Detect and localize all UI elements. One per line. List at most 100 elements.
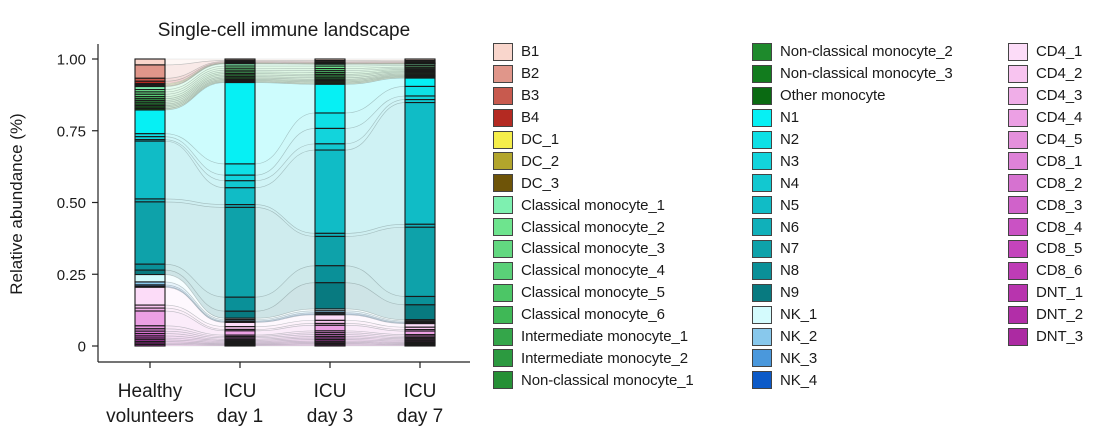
bar-segment-n4-icu-day-3	[314, 143, 346, 151]
legend-swatch	[1008, 218, 1028, 237]
legend-item-n7: N7	[752, 238, 953, 260]
legend-item-classical-monocyte-3: Classical monocyte_3	[493, 238, 694, 260]
x-tick-label-icu-day-1: ICU day 1	[217, 381, 263, 427]
legend-label: N3	[780, 152, 799, 170]
legend-label: CD4_3	[1036, 87, 1083, 105]
bar-segment-n3-icu-day-3	[314, 127, 346, 145]
legend-item-n5: N5	[752, 194, 953, 216]
legend-label: Classical monocyte_6	[521, 306, 665, 324]
legend-swatch	[493, 130, 513, 149]
bar-segment-cd4-4-icu-day-1	[224, 330, 256, 336]
legend-swatch	[493, 86, 513, 105]
legend-swatch	[493, 152, 513, 171]
legend-item-cd4-2: CD4_2	[1008, 63, 1083, 85]
legend-label: CD8_3	[1036, 196, 1083, 214]
legend-label: Classical monocyte_1	[521, 196, 665, 214]
flow-dnt-3-2	[344, 344, 406, 347]
bar-segment-n1-healthy-volunteers	[134, 109, 166, 135]
bar-segment-n8-icu-day-7	[404, 295, 436, 306]
legend-swatch	[1008, 152, 1028, 171]
legend-item-other-monocyte: Other monocyte	[752, 85, 953, 107]
legend-label: N2	[780, 131, 799, 148]
legend-item-n3: N3	[752, 150, 953, 172]
legend-item-dc-1: DC_1	[493, 129, 694, 151]
legend-item-cd8-2: CD8_2	[1008, 172, 1083, 194]
legend-item-intermediate-monocyte-1: Intermediate monocyte_1	[493, 326, 694, 348]
legend-label: DC_2	[521, 152, 559, 170]
legend-swatch	[752, 174, 772, 193]
legend-swatch	[493, 283, 513, 302]
y-axis-label: Relative abundance (%)	[7, 113, 26, 294]
bar-segment-cd4-1-icu-day-3	[314, 314, 346, 321]
legend-label: Classical monocyte_2	[521, 218, 665, 236]
legend-label: N8	[780, 262, 799, 280]
legend-item-classical-monocyte-5: Classical monocyte_5	[493, 282, 694, 304]
legend-item-intermediate-monocyte-2: Intermediate monocyte_2	[493, 347, 694, 369]
legend-label: DNT_3	[1036, 328, 1084, 346]
legend-item-n2: N2	[752, 129, 953, 151]
legend-label: Intermediate monocyte_2	[521, 349, 688, 367]
legend-label: CD4_2	[1036, 65, 1083, 83]
legend-item-non-classical-monocyte-1: Non-classical monocyte_1	[493, 369, 694, 391]
chart-title: Single-cell immune landscape	[158, 20, 410, 41]
legend-item-nk-1: NK_1	[752, 304, 953, 326]
axes: 0 0.25 0.50 0.75 1.00 Healthy volunteers ICU day…	[57, 44, 470, 427]
legend-item-non-classical-monocyte-2: Non-classical monocyte_2	[752, 41, 953, 63]
legend-label: N9	[780, 284, 799, 302]
legend-item-b4: B4	[493, 107, 694, 129]
bar-segment-n5-healthy-volunteers	[134, 140, 166, 200]
legend-swatch	[1008, 327, 1028, 346]
legend-swatch	[752, 283, 772, 302]
bar-segment-dnt-3-icu-day-1	[224, 344, 256, 347]
legend-item-classical-monocyte-6: Classical monocyte_6	[493, 304, 694, 326]
bar-segment-n7-icu-day-7	[404, 226, 436, 298]
legend-label: DNT_1	[1036, 284, 1084, 302]
legend-label: N7	[780, 240, 799, 258]
legend-swatch	[752, 349, 772, 368]
alluvial-stacked-bar-chart: Single-cell immune landscape Relative ab…	[7, 20, 470, 427]
legend-label: NK_3	[780, 349, 818, 367]
legend-swatch	[1008, 108, 1028, 127]
legend-item-b3: B3	[493, 85, 694, 107]
legend-label: Classical monocyte_4	[521, 262, 665, 280]
bar-segment-n5-icu-day-1	[224, 187, 256, 206]
flow-dnt-3-1	[254, 344, 316, 347]
bar-segment-n2-icu-day-3	[314, 112, 346, 129]
y-tick-label: 0	[78, 339, 86, 356]
legend-item-cd8-5: CD8_5	[1008, 238, 1083, 260]
legend-label: CD8_2	[1036, 174, 1083, 192]
legend-item-nk-4: NK_4	[752, 369, 953, 391]
legend-swatch	[752, 64, 772, 83]
bar-segment-n3-icu-day-1	[224, 174, 256, 182]
bar-segment-n8-icu-day-3	[314, 265, 346, 284]
legend-swatch	[493, 239, 513, 258]
legend-label: Classical monocyte_3	[521, 240, 665, 258]
bar-segment-n7-icu-day-1	[224, 206, 256, 298]
legend-item-dnt-2: DNT_2	[1008, 304, 1083, 326]
legend-swatch	[752, 239, 772, 258]
legend-swatch	[493, 327, 513, 346]
bar-segment-cd4-4-healthy-volunteers	[134, 310, 166, 327]
legend-swatch	[1008, 305, 1028, 324]
legend-label: N1	[780, 109, 799, 127]
bar-segment-cd4-4-icu-day-3	[314, 324, 346, 332]
legend-label: Non-classical monocyte_1	[521, 371, 694, 389]
legend-swatch	[752, 305, 772, 324]
y-tick-label: 0.25	[57, 267, 86, 284]
legend-label: Other monocyte	[780, 87, 886, 105]
legend-item-n1: N1	[752, 107, 953, 129]
legend-label: CD8_1	[1036, 152, 1083, 170]
legend-swatch	[493, 305, 513, 324]
legend-swatch	[493, 42, 513, 61]
legend-item-cd8-3: CD8_3	[1008, 194, 1083, 216]
bar-segment-n9-icu-day-7	[404, 304, 436, 321]
legend-swatch	[752, 108, 772, 127]
legend-item-dnt-3: DNT_3	[1008, 326, 1083, 348]
legend-swatch	[493, 64, 513, 83]
legend-item-cd4-4: CD4_4	[1008, 107, 1083, 129]
y-tick-label: 1.00	[57, 52, 86, 69]
legend-swatch	[493, 261, 513, 280]
legend-label: CD4_1	[1036, 43, 1083, 61]
legend-label: Non-classical monocyte_2	[780, 43, 953, 61]
